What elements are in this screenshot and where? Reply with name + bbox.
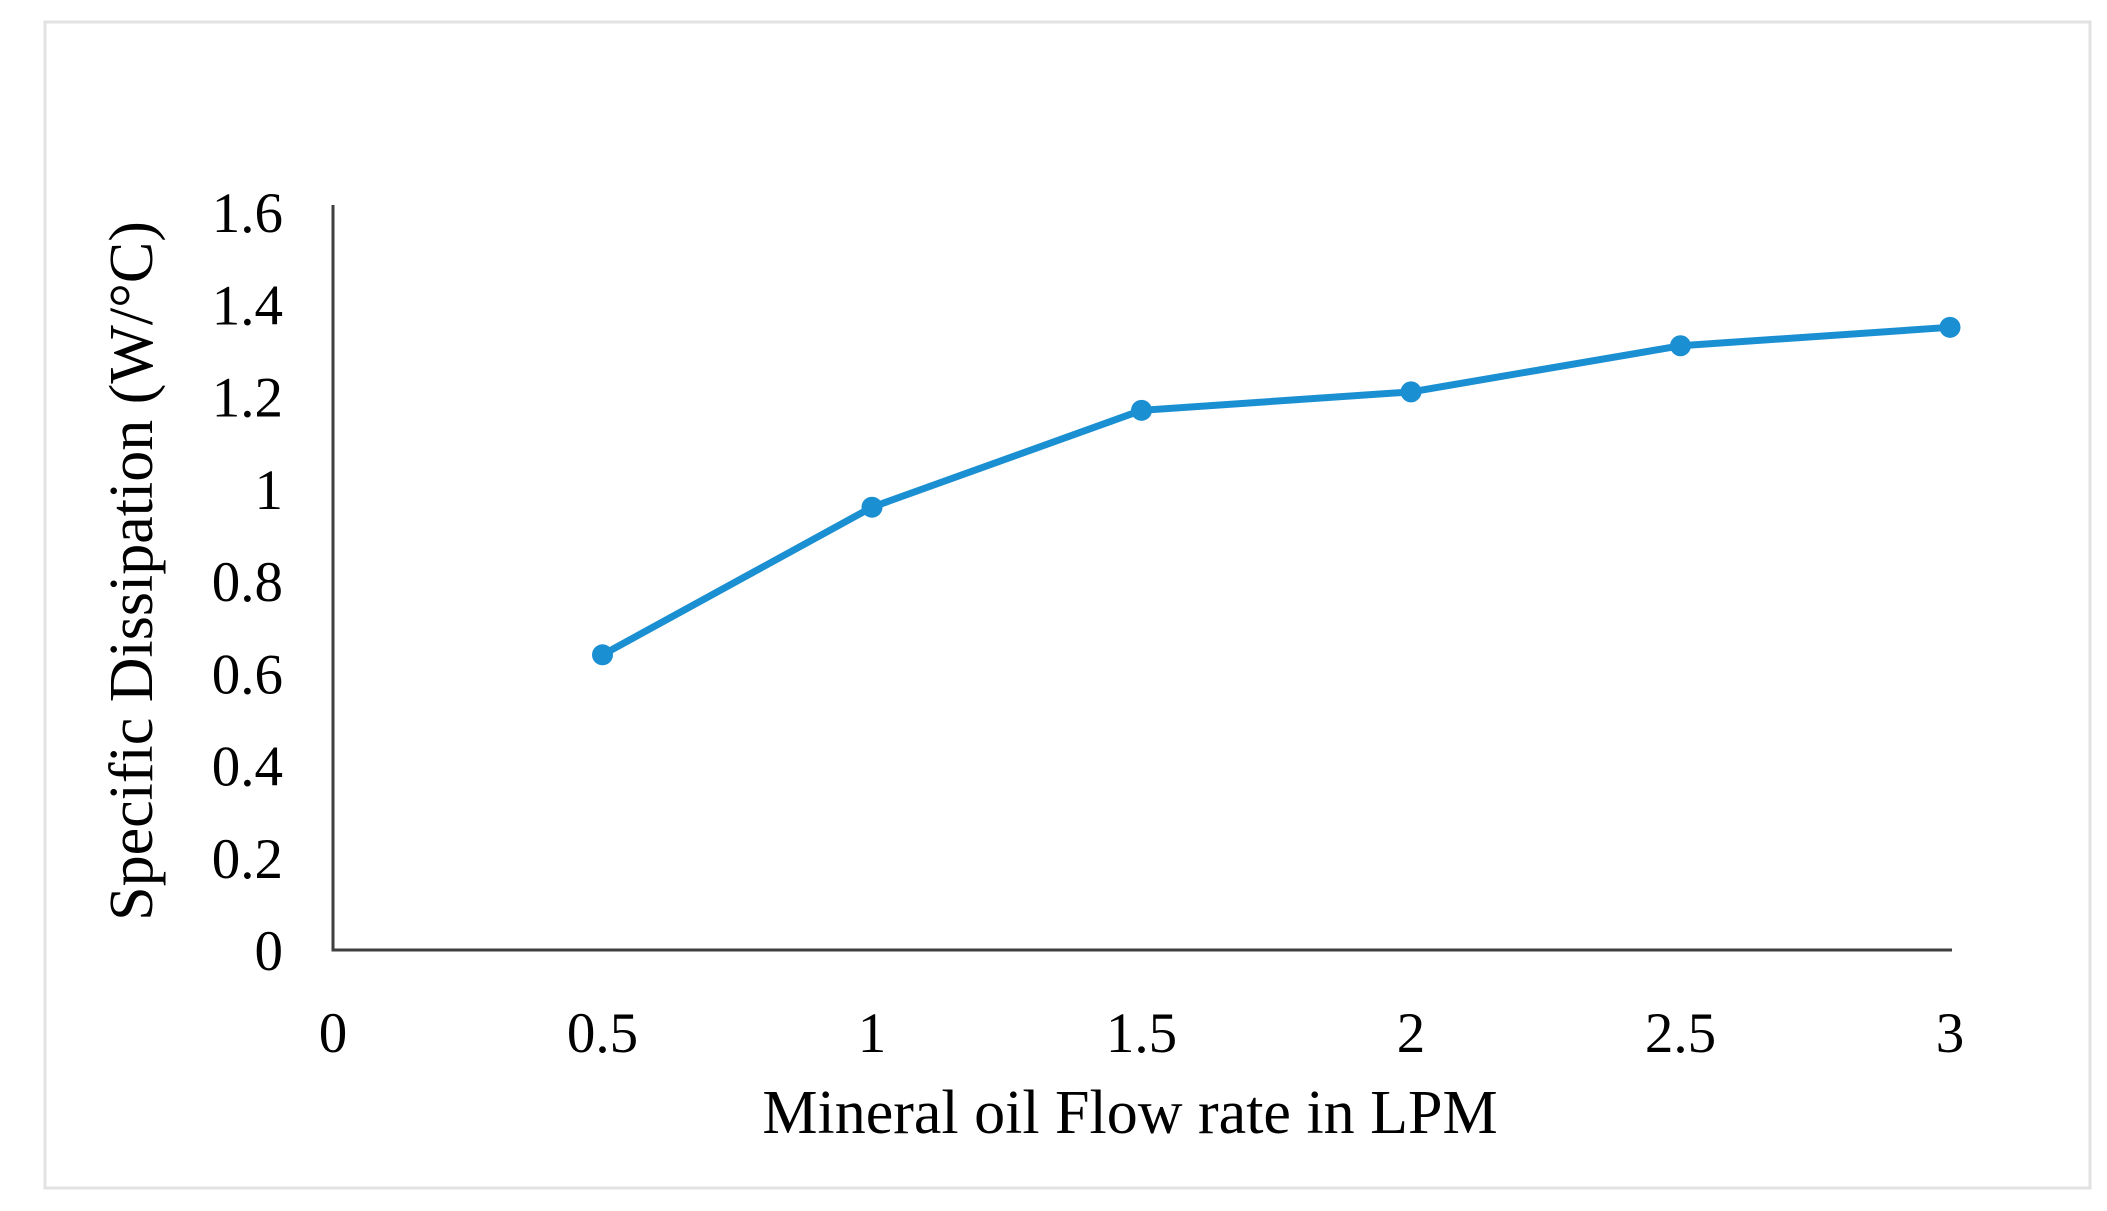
- data-point-marker: [1670, 335, 1691, 357]
- y-axis-tick-label: 1.4: [212, 274, 283, 337]
- x-axis-tick-label: 2: [1397, 1002, 1426, 1065]
- data-point-marker: [1400, 381, 1422, 403]
- x-axis-tick-label: 0: [319, 1002, 348, 1065]
- x-axis-tick-label: 1: [858, 1002, 887, 1065]
- data-point-marker: [592, 644, 613, 666]
- x-axis-tick-label: 3: [1936, 1002, 1965, 1065]
- y-axis-tick-label: 0.2: [212, 828, 283, 891]
- y-axis-tick-label: 0.4: [212, 736, 283, 799]
- y-axis-tick-label: 0.8: [212, 551, 283, 614]
- x-axis-tick-label: 1.5: [1106, 1002, 1177, 1065]
- y-axis-title: Specific Dissipation (W/°C): [98, 221, 166, 921]
- y-axis-tick-label: 0.6: [212, 643, 283, 706]
- data-point-marker: [1939, 316, 1961, 338]
- figure-border: [43, 20, 2092, 1190]
- x-axis-title: Mineral oil Flow rate in LPM: [762, 1079, 1497, 1147]
- plot-area: 0 0.2 0.4 0.6 0.8 1 1.2 1.4 1.6 0 0.5 1 1.5 2 2.5 3: [212, 182, 1965, 1065]
- series-line: [599, 323, 1954, 659]
- y-axis-tick-label: 1.6: [212, 182, 283, 245]
- y-axis-tick-label: 1: [255, 459, 284, 522]
- y-axis-tick-label: 0: [255, 920, 284, 983]
- data-point-marker: [861, 496, 883, 518]
- x-axis-tick-label: 2.5: [1645, 1002, 1716, 1065]
- x-axis-tick-label: 0.5: [567, 1002, 638, 1065]
- y-axis-tick-label: 1.2: [212, 367, 283, 430]
- data-point-marker: [1131, 399, 1152, 421]
